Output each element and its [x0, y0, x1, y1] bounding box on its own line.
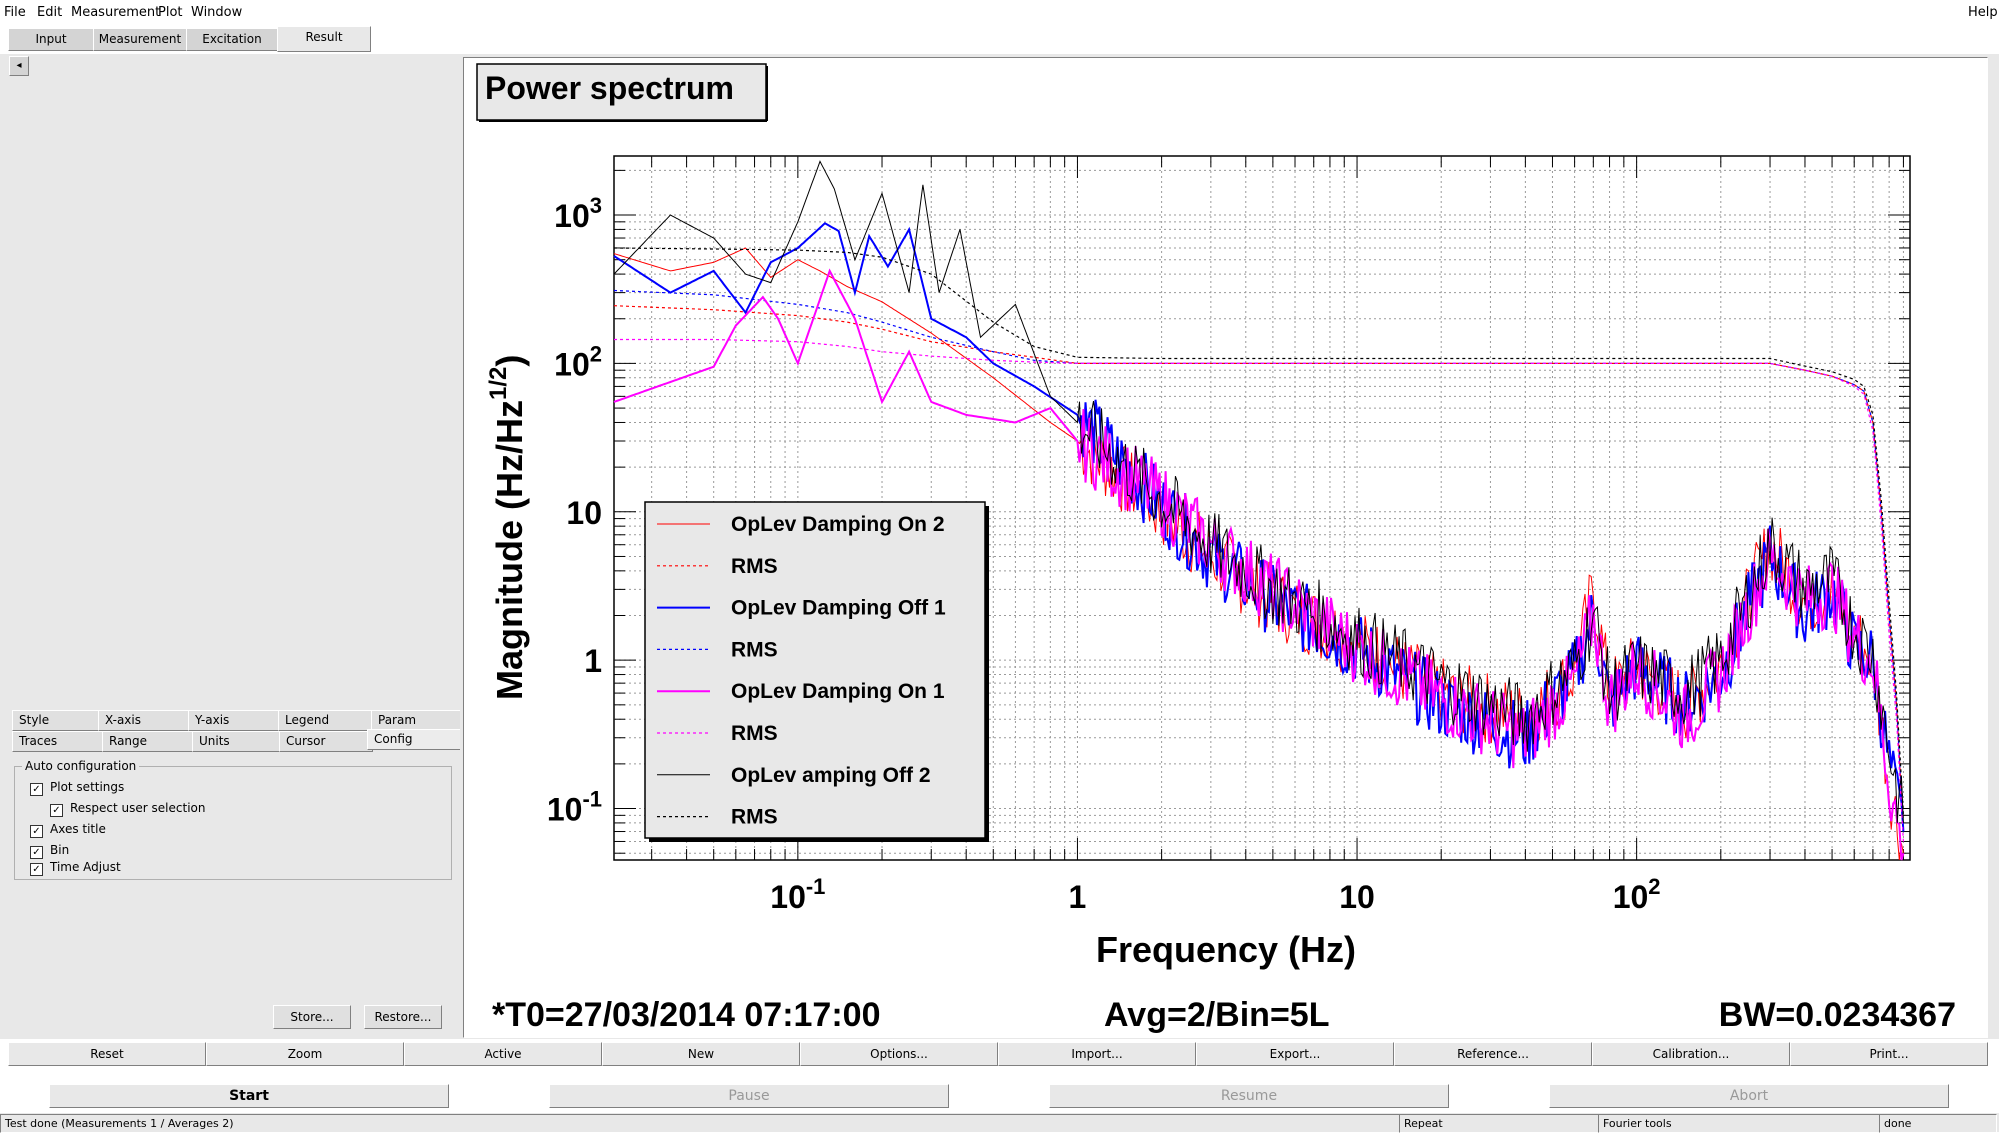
- plot-settings-checkbox[interactable]: ✓ Plot settings: [30, 780, 124, 796]
- reference-button[interactable]: Reference...: [1394, 1042, 1592, 1066]
- check-icon: ✓: [30, 863, 43, 876]
- x-tick-label: 10: [1339, 879, 1375, 915]
- status-tools: Fourier tools: [1598, 1114, 1880, 1133]
- reset-button[interactable]: Reset: [8, 1042, 206, 1066]
- trace-line: [613, 305, 1904, 832]
- new-button[interactable]: New: [602, 1042, 800, 1066]
- tab-range[interactable]: Range: [102, 731, 196, 752]
- legend-label: RMS: [731, 638, 778, 661]
- tab-units[interactable]: Units: [192, 731, 286, 752]
- check-icon: ✓: [50, 804, 63, 817]
- tab-x-axis[interactable]: X-axis: [98, 710, 192, 731]
- import-button[interactable]: Import...: [998, 1042, 1196, 1066]
- tab-cursor[interactable]: Cursor: [279, 731, 373, 752]
- options-button[interactable]: Options...: [800, 1042, 998, 1066]
- traces: [613, 160, 1905, 861]
- plot-button-row: Reset Zoom Active New Options... Import.…: [8, 1042, 1988, 1066]
- time-adjust-label: Time Adjust: [50, 860, 121, 874]
- status-repeat: Repeat: [1399, 1114, 1599, 1133]
- legend-label: OpLev Damping Off 1: [731, 597, 946, 620]
- tab-y-axis[interactable]: Y-axis: [188, 710, 282, 731]
- y-tick-label: 1: [584, 643, 602, 679]
- footer-avg-bin: Avg=2/Bin=5L: [1104, 996, 1329, 1034]
- restore-button[interactable]: Restore...: [364, 1005, 442, 1029]
- y-tick-label: 103: [554, 193, 602, 234]
- respect-user-selection-label: Respect user selection: [70, 801, 206, 815]
- trace-line: [614, 338, 1904, 842]
- footer-time: *T0=27/03/2014 07:17:00: [492, 996, 880, 1034]
- trace-line: [613, 268, 1905, 861]
- respect-user-selection-checkbox[interactable]: ✓ Respect user selection: [50, 801, 205, 817]
- legend-label: OpLev Damping On 2: [731, 513, 945, 536]
- bin-label: Bin: [50, 843, 70, 857]
- menu-measurement[interactable]: Measurement: [71, 5, 161, 20]
- axis-ticks: 10-1 1 10 102 10-1 1 10 102 103: [547, 156, 1910, 915]
- trace-line: [613, 160, 1904, 823]
- check-icon: ✓: [30, 783, 43, 796]
- y-axis-label-sup: 1/2: [485, 367, 512, 400]
- status-bar: Test done (Measurements 1 / Averages 2) …: [0, 1113, 1999, 1133]
- status-message: Test done (Measurements 1 / Averages 2): [0, 1114, 1400, 1133]
- menu-edit[interactable]: Edit: [37, 5, 63, 20]
- pause-button[interactable]: Pause: [549, 1084, 949, 1108]
- menu-window[interactable]: Window: [191, 5, 243, 20]
- plot-settings-label: Plot settings: [50, 780, 125, 794]
- y-axis-label-main: Magnitude (Hz/Hz: [489, 400, 530, 700]
- menu-bar: File Edit Measurement Plot Window Help: [0, 0, 1999, 26]
- tab-result[interactable]: Result: [277, 26, 371, 52]
- legend-label: RMS: [731, 722, 778, 745]
- collapse-panel-button[interactable]: ◂: [9, 56, 29, 76]
- legend: OpLev Damping On 2 RMS OpLev Damping Off 1…: [644, 501, 989, 842]
- y-tick-label: 10: [566, 495, 602, 531]
- footer-bandwidth: BW=0.0234367: [1719, 996, 1956, 1034]
- tab-input[interactable]: Input: [8, 28, 94, 51]
- y-axis-label: Magnitude (Hz/Hz1/2): [485, 355, 530, 700]
- y-tick-label: 102: [554, 341, 602, 382]
- legend-label: RMS: [731, 555, 778, 578]
- auto-configuration-group: [14, 766, 452, 880]
- active-button[interactable]: Active: [404, 1042, 602, 1066]
- x-axis-label: Frequency (Hz): [1096, 929, 1356, 970]
- tab-style[interactable]: Style: [12, 710, 100, 731]
- axes-title-checkbox[interactable]: ✓ Axes title: [30, 822, 106, 838]
- tab-legend[interactable]: Legend: [278, 710, 376, 731]
- check-icon: ✓: [30, 846, 43, 859]
- x-tick-label: 10-1: [770, 874, 825, 915]
- menu-help[interactable]: Help: [1968, 5, 1998, 20]
- trace-line: [613, 222, 1905, 832]
- print-button[interactable]: Print...: [1790, 1042, 1988, 1066]
- legend-label: OpLev amping Off 2: [731, 764, 931, 787]
- y-axis-label-end: ): [489, 355, 530, 367]
- legend-label: OpLev Damping On 1: [731, 680, 945, 703]
- trace-line: [613, 247, 1904, 816]
- calibration-button[interactable]: Calibration...: [1592, 1042, 1790, 1066]
- time-adjust-checkbox[interactable]: ✓ Time Adjust: [30, 860, 121, 876]
- axes-title-label: Axes title: [50, 822, 106, 836]
- menu-file[interactable]: File: [4, 5, 26, 20]
- export-button[interactable]: Export...: [1196, 1042, 1394, 1066]
- store-button[interactable]: Store...: [273, 1005, 351, 1029]
- trace-line: [613, 289, 1904, 832]
- x-tick-label: 102: [1613, 874, 1661, 915]
- legend-label: RMS: [731, 806, 778, 829]
- menu-plot[interactable]: Plot: [158, 5, 183, 20]
- legend-box: [644, 501, 986, 839]
- plot-title: Power spectrum: [485, 70, 734, 106]
- options-panel: [0, 54, 460, 1039]
- status-state: done: [1879, 1114, 1997, 1133]
- check-icon: ✓: [30, 825, 43, 838]
- svg-text:Magnitude (Hz/Hz1/2): Magnitude (Hz/Hz1/2): [485, 355, 530, 700]
- zoom-button[interactable]: Zoom: [206, 1042, 404, 1066]
- bin-checkbox[interactable]: ✓ Bin: [30, 843, 69, 859]
- triangle-left-icon: ◂: [16, 60, 22, 71]
- x-tick-label: 1: [1069, 879, 1087, 915]
- start-button[interactable]: Start: [49, 1084, 449, 1108]
- y-tick-label: 10-1: [547, 787, 602, 828]
- auto-configuration-title: Auto configuration: [22, 759, 140, 773]
- resume-button[interactable]: Resume: [1049, 1084, 1449, 1108]
- abort-button[interactable]: Abort: [1549, 1084, 1949, 1108]
- tab-measurement[interactable]: Measurement: [93, 28, 187, 51]
